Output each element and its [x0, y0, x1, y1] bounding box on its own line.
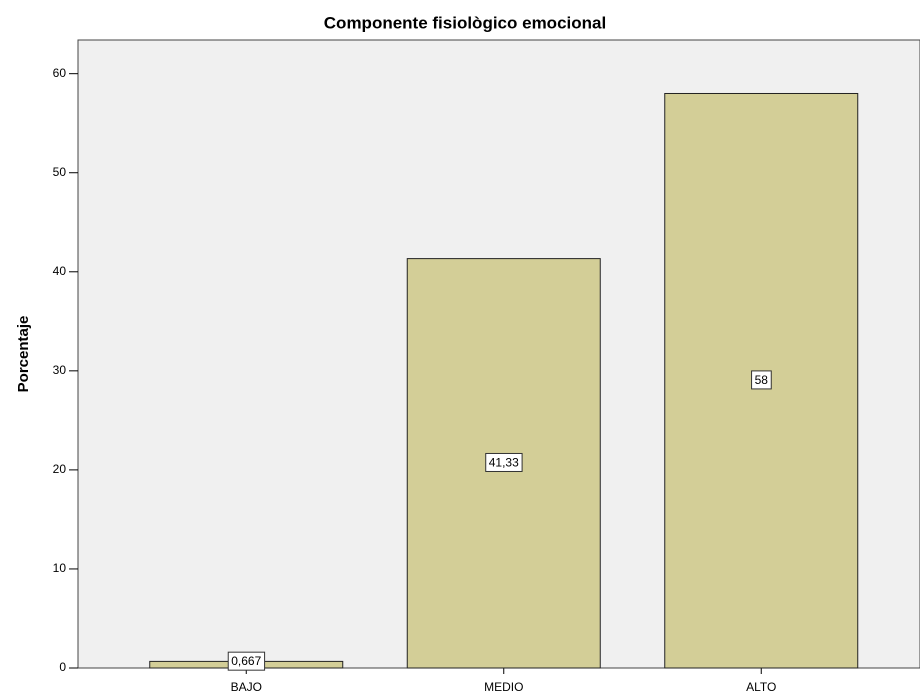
data-label: 58	[755, 373, 769, 387]
y-tick-label: 30	[53, 363, 67, 377]
data-label: 41,33	[489, 455, 519, 469]
x-tick-label: BAJO	[231, 680, 262, 694]
y-tick-label: 0	[59, 660, 66, 674]
chart-title: Componente fisiològico emocional	[324, 13, 606, 32]
x-tick-label: MEDIO	[484, 680, 523, 694]
data-label-box	[227, 651, 266, 671]
y-tick-label: 20	[53, 462, 67, 476]
data-label-box	[751, 370, 772, 390]
y-tick-label: 50	[53, 165, 67, 179]
x-tick-label: ALTO	[746, 680, 776, 694]
y-tick-label: 40	[53, 264, 67, 278]
y-tick-label: 10	[53, 561, 67, 575]
data-label-box	[485, 452, 523, 472]
y-tick-label: 60	[53, 66, 67, 80]
y-axis-label: Porcentaje	[15, 316, 32, 393]
data-label: 0,667	[231, 654, 261, 668]
